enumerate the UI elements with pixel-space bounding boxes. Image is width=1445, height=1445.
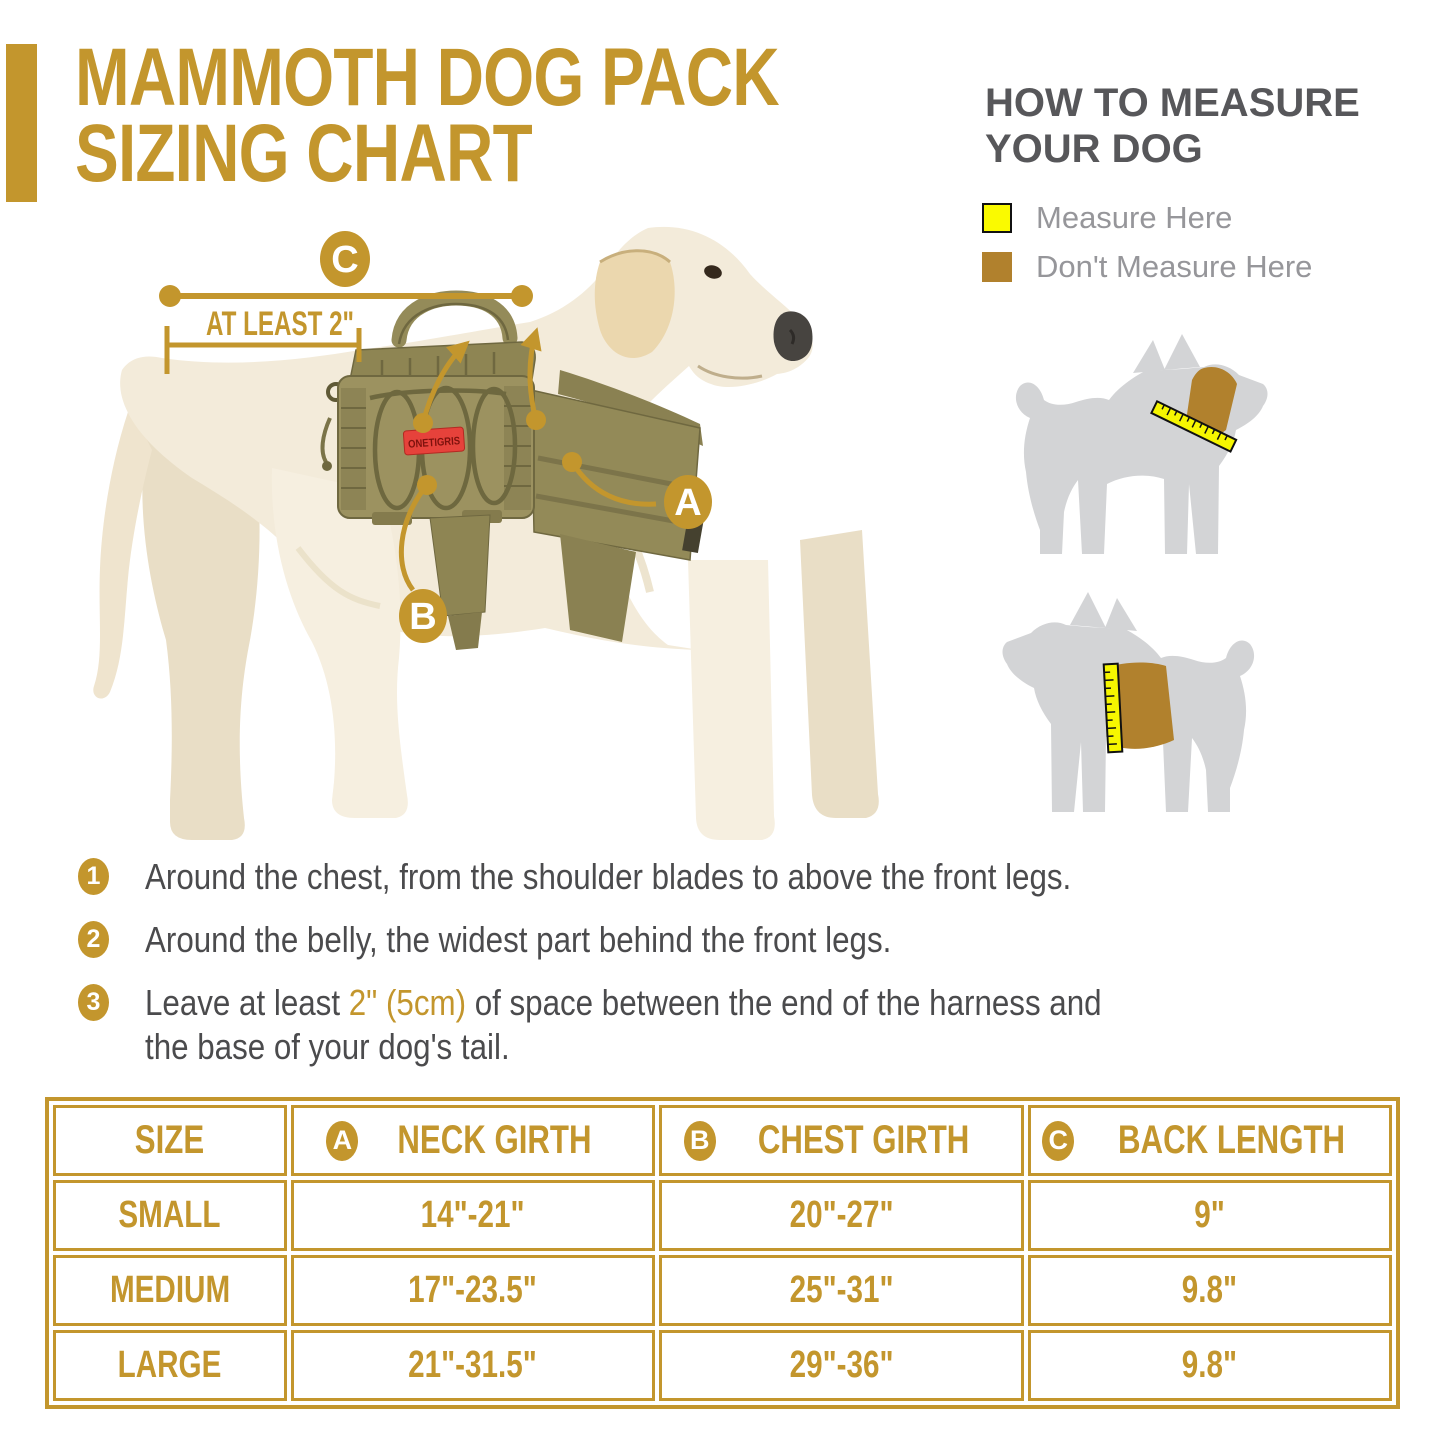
neck-measuring-tape bbox=[1150, 399, 1238, 453]
onetigris-patch: ONETIGRIS bbox=[402, 426, 466, 456]
marker-c-label: C bbox=[331, 239, 358, 281]
table-row-large: LARGE 21"-31.5" 29"-36" 9.8" bbox=[53, 1330, 1392, 1401]
neck-measure-silhouette bbox=[1015, 334, 1268, 554]
page-title-line2: SIZING CHART bbox=[75, 108, 533, 200]
pointer-to-a bbox=[569, 460, 657, 507]
instruction-3-bullet: 3 bbox=[78, 984, 109, 1021]
belly-measure-silhouette bbox=[1002, 592, 1255, 812]
how-to-measure-heading: HOW TO MEASURE YOUR DOG bbox=[985, 80, 1360, 172]
table-row-medium: MEDIUM 17"-23.5" 25"-31" 9.8" bbox=[53, 1255, 1392, 1326]
dog-eye bbox=[704, 265, 722, 279]
cell-large-back: 9.8" bbox=[1027, 1330, 1392, 1401]
marker-b-label: B bbox=[409, 596, 436, 638]
instruction-2-text: Around the belly, the widest part behind… bbox=[145, 919, 892, 960]
how-to-heading-line1: HOW TO MEASURE bbox=[985, 81, 1360, 125]
back-length-badge: C bbox=[1042, 1120, 1075, 1161]
how-to-heading-line2: YOUR DOG bbox=[985, 127, 1203, 171]
measure-here-label: Measure Here bbox=[1036, 200, 1233, 235]
sizing-table: SIZE A NECK GIRTH B CHEST GIRTH C BACK L… bbox=[45, 1097, 1400, 1409]
page-title-line1: MAMMOTH DOG PACK bbox=[75, 32, 780, 123]
dog-measurement-diagram: ONETIGRIS C AT LEAST 2" A B bbox=[93, 226, 879, 840]
instruction-3-text-line1: Leave at least 2" (5cm) of space between… bbox=[145, 982, 1102, 1023]
marker-a-circle bbox=[664, 475, 712, 529]
instruction-3-number: 3 bbox=[86, 988, 101, 1016]
dont-measure-here-swatch bbox=[982, 252, 1012, 282]
cell-small-size: SMALL bbox=[53, 1180, 287, 1251]
at-least-2in-label: AT LEAST 2" bbox=[206, 305, 354, 343]
belly-measuring-tape bbox=[1102, 662, 1124, 754]
table-header-row: SIZE A NECK GIRTH B CHEST GIRTH C BACK L… bbox=[53, 1105, 1392, 1176]
chest-girth-badge: B bbox=[683, 1120, 716, 1161]
highlight-2in-5cm: 2" (5cm) bbox=[348, 982, 467, 1023]
header-back-length: C BACK LENGTH bbox=[1027, 1105, 1392, 1176]
instruction-3-text-line2: the base of your dog's tail. bbox=[145, 1026, 510, 1067]
instruction-1-text: Around the chest, from the shoulder blad… bbox=[145, 856, 1072, 897]
cell-small-chest: 20"-27" bbox=[659, 1180, 1024, 1251]
marker-b-circle bbox=[399, 589, 447, 643]
header-neck-girth: A NECK GIRTH bbox=[290, 1105, 656, 1176]
neck-band bbox=[1185, 366, 1237, 438]
cell-large-chest: 29"-36" bbox=[659, 1330, 1024, 1401]
measure-here-swatch bbox=[982, 203, 1012, 233]
measurement-annotations: C AT LEAST 2" A B bbox=[159, 231, 712, 643]
instruction-2-number: 2 bbox=[86, 925, 101, 953]
cell-medium-chest: 25"-31" bbox=[659, 1255, 1024, 1326]
header-chest-girth: B CHEST GIRTH bbox=[659, 1105, 1024, 1176]
cell-medium-back: 9.8" bbox=[1027, 1255, 1392, 1326]
neck-girth-badge: A bbox=[326, 1120, 359, 1161]
cell-large-size: LARGE bbox=[53, 1330, 287, 1401]
marker-c-circle bbox=[320, 231, 370, 287]
cell-medium-size: MEDIUM bbox=[53, 1255, 287, 1326]
cell-small-back: 9" bbox=[1027, 1180, 1392, 1251]
title-accent-bar bbox=[6, 44, 37, 202]
header-size: SIZE bbox=[53, 1105, 287, 1176]
instruction-1-number: 1 bbox=[86, 862, 101, 890]
cell-large-neck: 21"-31.5" bbox=[290, 1330, 656, 1401]
tactical-dog-pack: ONETIGRIS bbox=[320, 290, 706, 650]
dont-measure-here-label: Don't Measure Here bbox=[1036, 249, 1313, 284]
instruction-2-bullet: 2 bbox=[78, 921, 109, 958]
instruction-1-bullet: 1 bbox=[78, 858, 109, 895]
page-title: MAMMOTH DOG PACK SIZING CHART bbox=[75, 32, 955, 200]
pointer-to-b bbox=[398, 483, 429, 592]
cell-small-neck: 14"-21" bbox=[290, 1180, 656, 1251]
table-row-small: SMALL 14"-21" 20"-27" 9" bbox=[53, 1180, 1392, 1251]
pointer-to-withers-1 bbox=[420, 340, 470, 424]
cell-medium-neck: 17"-23.5" bbox=[290, 1255, 656, 1326]
marker-a-label: A bbox=[674, 482, 701, 524]
onetigris-patch-text: ONETIGRIS bbox=[408, 435, 461, 451]
